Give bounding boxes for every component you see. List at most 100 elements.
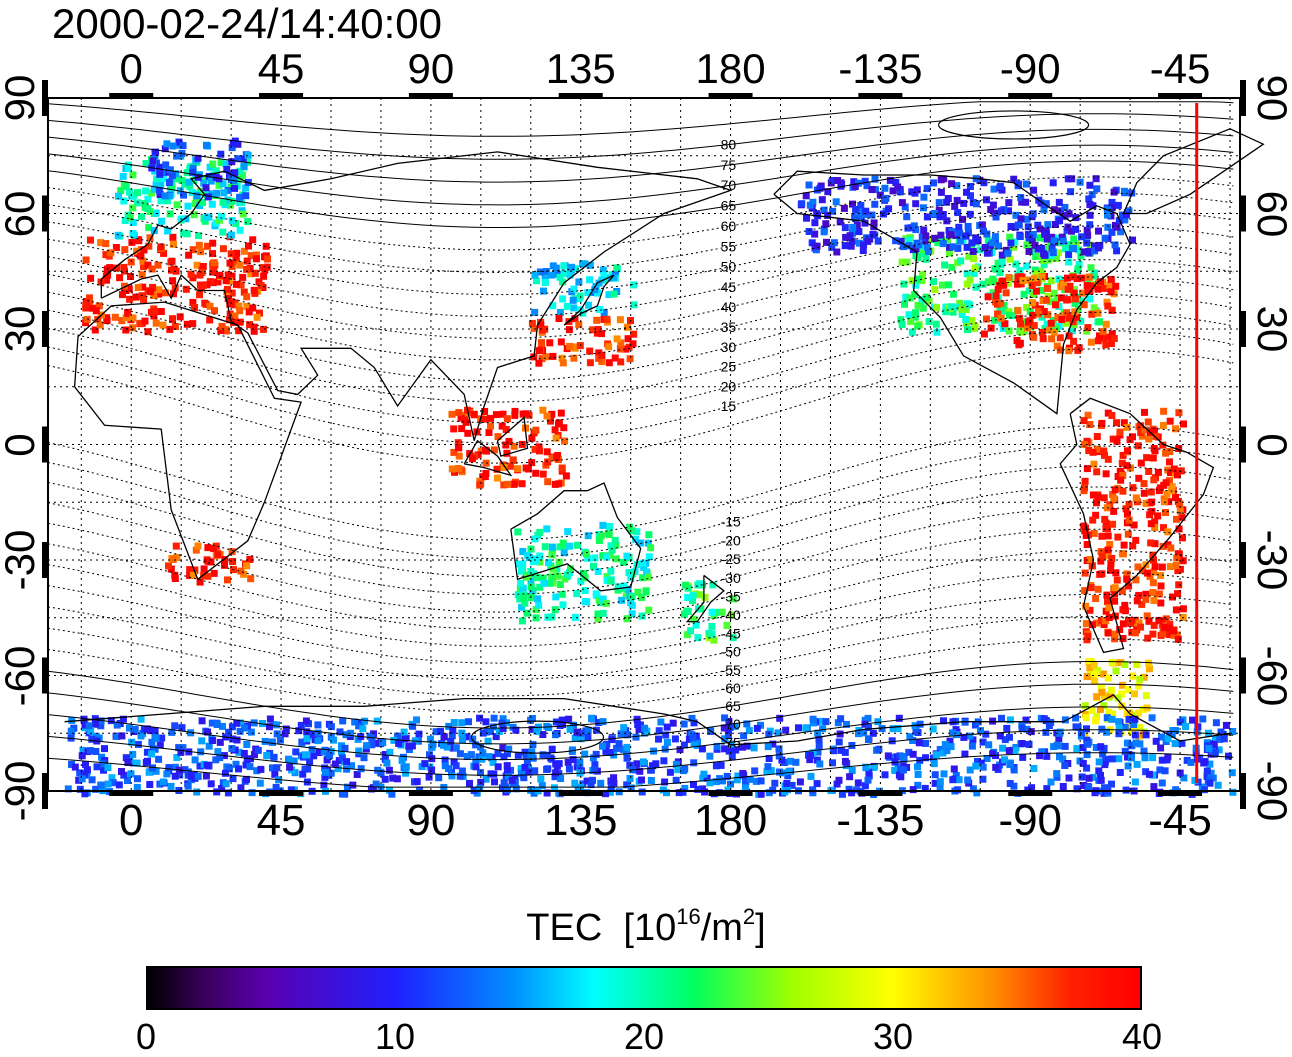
tec-cell [141, 317, 149, 325]
tec-cell [538, 355, 546, 363]
tec-cell [541, 543, 549, 551]
tec-cell [159, 778, 167, 786]
tec-cell [627, 784, 635, 792]
tec-cell [548, 410, 556, 418]
tec-cell [1093, 712, 1101, 720]
tec-cell [636, 767, 644, 775]
tec-cell [1140, 673, 1148, 681]
tec-cell [348, 762, 355, 770]
tec-cell [807, 772, 815, 780]
tec-cell [140, 246, 148, 254]
tec-cell [143, 725, 151, 733]
tec-cell [922, 754, 930, 762]
tec-cell [1104, 409, 1112, 417]
tec-cell [1091, 670, 1099, 678]
tec-cell [140, 263, 147, 271]
tec-cell [776, 714, 784, 722]
tec-cell [623, 781, 631, 789]
contour-label: -55 [721, 662, 741, 678]
tec-cell [798, 200, 806, 208]
tec-cell [558, 464, 566, 472]
tec-cell [1151, 540, 1159, 548]
tec-cell [949, 308, 957, 316]
tec-cell [1014, 273, 1022, 281]
tec-cell [645, 531, 653, 539]
tec-cell [298, 738, 306, 746]
tec-cell [1022, 198, 1030, 206]
tec-cell [132, 293, 140, 301]
tec-cell [233, 719, 241, 727]
tec-cell [1109, 710, 1117, 718]
tec-cell [599, 552, 607, 560]
tec-cell [129, 204, 137, 212]
tec-cell [1149, 551, 1157, 559]
tec-cell [400, 728, 408, 736]
tec-cell [991, 209, 999, 217]
left-axis-bar [42, 80, 48, 116]
tec-cell [992, 213, 1000, 221]
tec-cell [122, 183, 130, 190]
tec-cell [165, 179, 173, 186]
tec-cell [1020, 318, 1028, 326]
tec-cell [669, 719, 677, 727]
tec-cell [806, 751, 814, 759]
tec-cell [1114, 533, 1122, 541]
tec-cell [514, 465, 522, 473]
tec-cell [240, 288, 248, 296]
tec-cell [1143, 569, 1151, 577]
tec-cell [395, 739, 403, 747]
tec-cell [922, 293, 930, 301]
tec-cell [717, 761, 725, 769]
tec-cell [1199, 715, 1207, 723]
tec-cell [610, 779, 618, 787]
tec-cell [1097, 771, 1104, 779]
tec-cell [1166, 458, 1173, 466]
tec-cell [802, 724, 810, 732]
tec-cell [602, 790, 609, 798]
tec-cell [1101, 515, 1109, 523]
tec-cell [83, 766, 91, 774]
contour-labels: 8075706560555045403530252015-15-20-25-30… [721, 136, 741, 750]
tec-cell [218, 322, 226, 330]
tec-cell [445, 722, 453, 730]
tec-cell [341, 744, 349, 752]
magnetic-contour [47, 311, 1234, 424]
tec-cell [188, 189, 196, 196]
tec-cell [989, 201, 997, 209]
tec-cell [1108, 780, 1115, 788]
tec-cell [918, 277, 926, 285]
tec-cell [1169, 593, 1176, 601]
tec-cell [811, 230, 819, 238]
tec-cell [126, 214, 134, 222]
tec-cell [1123, 423, 1131, 431]
magnetic-contour [47, 128, 1234, 183]
tec-cell [1133, 661, 1141, 668]
tec-cell [753, 724, 761, 732]
tec-cell [599, 609, 607, 617]
tec-cell [218, 785, 226, 792]
tec-cell [592, 283, 600, 290]
tec-cell [996, 182, 1004, 190]
tec-cell [1118, 587, 1126, 595]
tec-cell [720, 724, 728, 732]
tec-cell [1166, 563, 1174, 571]
magnetic-contour [47, 729, 1234, 776]
tec-cell [1055, 735, 1063, 742]
tec-cell [1047, 319, 1055, 327]
tec-cell [237, 281, 245, 289]
tec-cell [1135, 709, 1143, 717]
tec-cell [1183, 756, 1191, 764]
tec-cell [940, 717, 947, 725]
tec-cell [1163, 490, 1171, 498]
tec-cell [1070, 244, 1077, 252]
tec-cell [981, 244, 989, 251]
tec-cell [960, 733, 968, 741]
tec-cell [486, 728, 494, 735]
tec-cell [910, 222, 918, 230]
tec-cell [961, 750, 969, 758]
tec-cell [1159, 441, 1167, 449]
tec-cell [243, 562, 251, 570]
tec-cell [127, 273, 134, 280]
tec-cell [139, 283, 147, 291]
tec-cell [1086, 606, 1094, 614]
